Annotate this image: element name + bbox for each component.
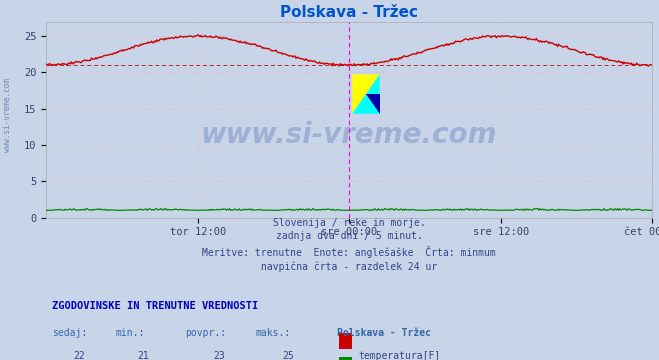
Text: temperatura[F]: temperatura[F]: [358, 351, 441, 360]
Text: Polskava - Tržec: Polskava - Tržec: [337, 328, 431, 338]
Bar: [339, 333, 353, 349]
Polygon shape: [353, 75, 380, 114]
Text: 23: 23: [213, 351, 225, 360]
Text: www.si-vreme.com: www.si-vreme.com: [201, 121, 498, 149]
Text: maks.:: maks.:: [255, 328, 291, 338]
Polygon shape: [366, 94, 380, 114]
Text: min.:: min.:: [116, 328, 145, 338]
Text: povpr.:: povpr.:: [186, 328, 227, 338]
Bar: [339, 357, 353, 360]
Text: 21: 21: [137, 351, 149, 360]
Text: 25: 25: [283, 351, 295, 360]
Text: sedaj:: sedaj:: [52, 328, 88, 338]
Text: Slovenija / reke in morje.
zadnja dva dni / 5 minut.
Meritve: trenutne  Enote: a: Slovenija / reke in morje. zadnja dva dn…: [202, 217, 496, 272]
Text: 22: 22: [74, 351, 86, 360]
Title: Polskava - Tržec: Polskava - Tržec: [280, 5, 418, 21]
Text: ZGODOVINSKE IN TRENUTNE VREDNOSTI: ZGODOVINSKE IN TRENUTNE VREDNOSTI: [52, 301, 258, 311]
Polygon shape: [353, 75, 380, 114]
Text: www.si-vreme.com: www.si-vreme.com: [3, 78, 13, 152]
